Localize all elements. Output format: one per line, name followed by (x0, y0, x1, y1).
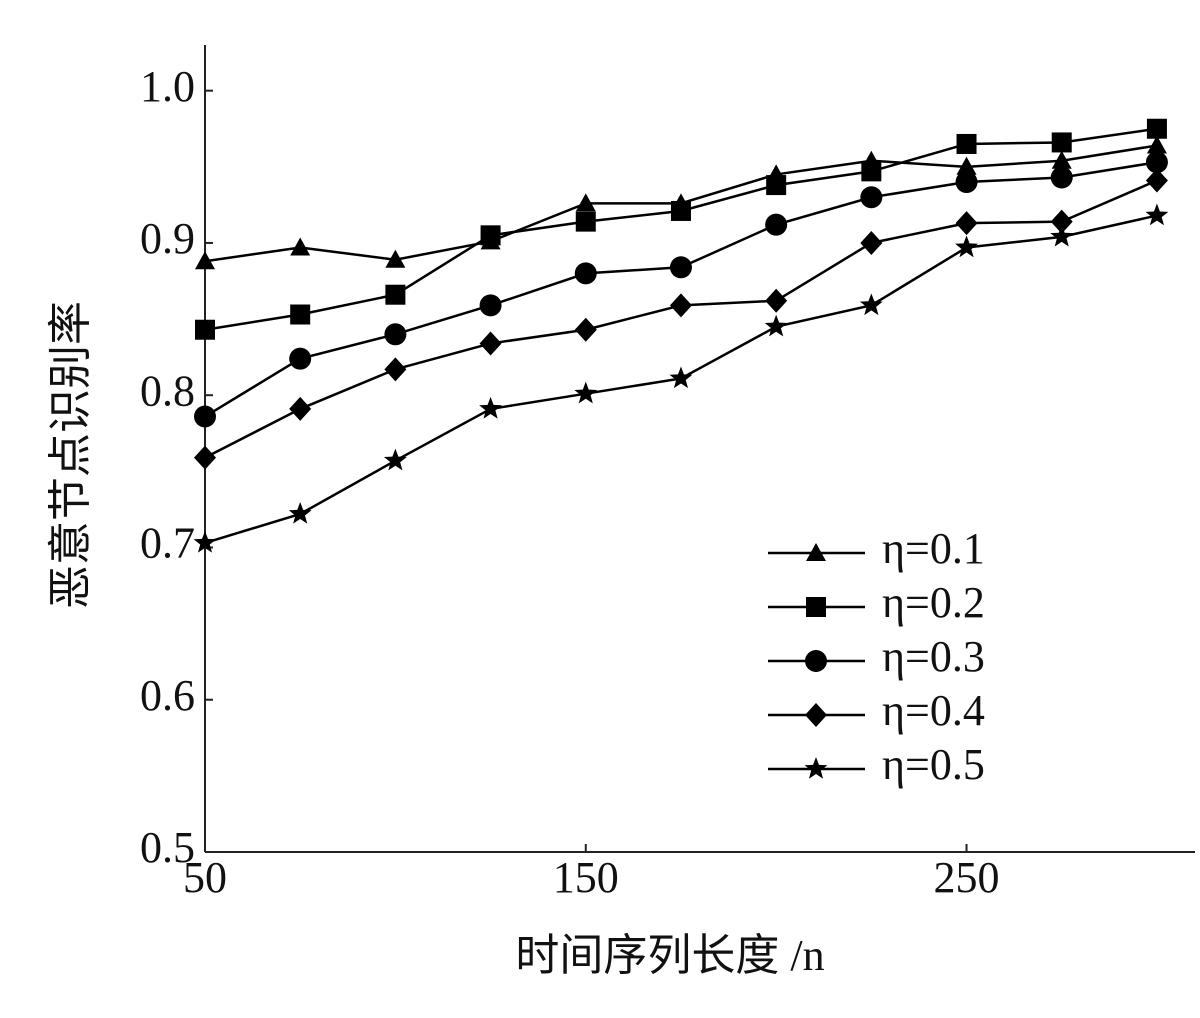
y-tick-label: 0.7 (140, 519, 195, 568)
marker (669, 366, 693, 389)
marker (385, 284, 406, 305)
marker (194, 445, 216, 470)
x-axis-label: 时间序列长度 /n (515, 931, 824, 980)
marker (670, 200, 691, 221)
marker (289, 347, 312, 370)
legend-label: η=0.3 (882, 632, 985, 681)
marker (290, 237, 311, 256)
marker (288, 501, 312, 524)
y-tick-label: 0.8 (140, 366, 195, 415)
marker (289, 396, 312, 421)
marker (955, 211, 978, 236)
marker (669, 293, 692, 318)
marker (1051, 132, 1072, 153)
marker (956, 156, 977, 175)
marker (1051, 150, 1072, 169)
legend-label: η=0.5 (882, 740, 985, 789)
x-tick-label: 50 (183, 853, 227, 902)
marker (290, 304, 311, 325)
marker (1145, 168, 1168, 193)
marker (384, 323, 407, 346)
marker (194, 405, 216, 428)
legend-marker (805, 703, 827, 727)
legend-marker (806, 543, 826, 561)
y-tick-label: 0.9 (140, 214, 195, 263)
marker (765, 288, 788, 313)
marker (859, 293, 883, 316)
marker (195, 251, 215, 270)
marker (479, 294, 502, 317)
marker (955, 171, 978, 194)
legend-marker (805, 650, 827, 672)
marker (1146, 118, 1167, 139)
marker (1146, 135, 1167, 154)
legend-marker (804, 757, 828, 779)
x-tick-label: 150 (553, 853, 619, 902)
marker (861, 161, 882, 182)
marker (1050, 224, 1074, 247)
marker (956, 133, 977, 154)
marker (193, 530, 217, 553)
marker (479, 396, 502, 419)
marker (764, 314, 788, 337)
marker (1050, 209, 1073, 234)
marker (955, 235, 978, 258)
series-line (204, 179, 1158, 459)
marker (860, 230, 883, 255)
marker (574, 262, 597, 285)
marker (1145, 203, 1169, 226)
legend-marker (806, 597, 826, 617)
marker (195, 319, 215, 340)
y-tick-label: 0.5 (140, 823, 195, 872)
marker (574, 381, 598, 404)
marker (575, 193, 596, 212)
legend-label: η=0.4 (882, 686, 985, 735)
marker (575, 211, 596, 232)
marker (479, 331, 502, 356)
x-tick-label: 250 (934, 853, 1000, 902)
legend-label: η=0.2 (882, 578, 985, 627)
y-tick-label: 1.0 (140, 62, 195, 111)
marker (574, 317, 597, 342)
marker (669, 256, 692, 279)
marker (765, 213, 788, 236)
y-axis-label: 恶意节点识别率 (46, 301, 95, 609)
marker (766, 175, 787, 196)
marker (860, 186, 883, 209)
marker (480, 225, 501, 246)
marker (383, 448, 407, 471)
legend-label: η=0.1 (882, 524, 985, 573)
marker (384, 357, 407, 382)
marker (1145, 151, 1168, 174)
marker (1050, 166, 1073, 189)
y-tick-label: 0.6 (140, 671, 195, 720)
marker (385, 249, 406, 268)
